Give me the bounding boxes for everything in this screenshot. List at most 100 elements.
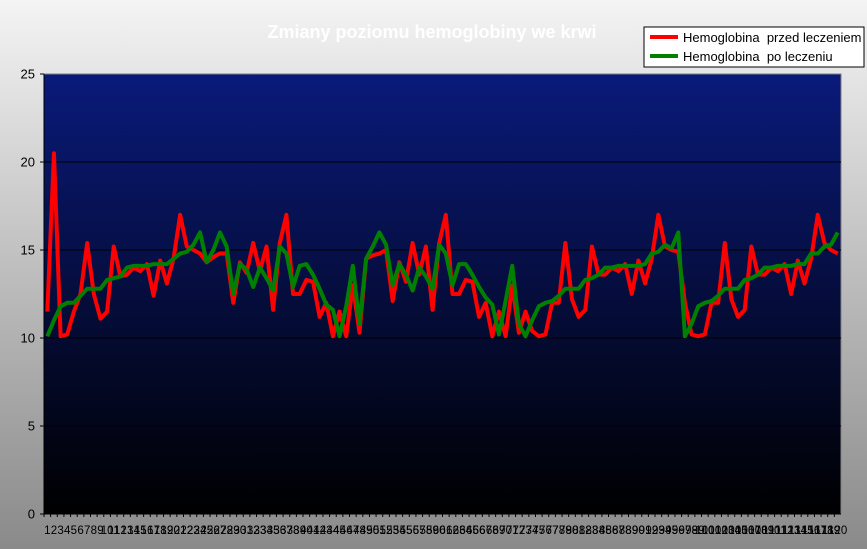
x-tick-label: 68: [486, 525, 499, 537]
legend-box: [643, 26, 865, 68]
x-tick-label: 21: [174, 525, 187, 537]
x-tick-label: 26: [207, 525, 220, 537]
x-tick-label: 103: [715, 525, 734, 537]
x-tick-label: 59: [426, 525, 439, 537]
x-tick-label: 79: [559, 525, 572, 537]
x-tick-label: 4: [64, 525, 71, 537]
y-tick-label: 0: [28, 507, 35, 522]
x-tick-label: 34: [260, 525, 273, 537]
x-tick-label: 109: [755, 525, 774, 537]
x-tick-label: 24: [194, 525, 207, 537]
x-tick-label: 52: [380, 525, 393, 537]
x-tick-label: 56: [406, 525, 419, 537]
x-tick-label: 13: [121, 525, 134, 537]
x-tick-label: 12: [114, 525, 127, 537]
x-tick-label: 92: [645, 525, 658, 537]
x-tick-label: 77: [546, 525, 559, 537]
x-tick-label: 86: [605, 525, 618, 537]
x-tick-label: 120: [828, 525, 847, 537]
x-tick-label: 8: [91, 525, 97, 537]
y-tick-label: 10: [21, 331, 35, 346]
x-tick-label: 116: [802, 525, 820, 537]
y-axis: 0 5 10 15 20 25: [21, 67, 45, 522]
x-tick-label: 76: [539, 525, 552, 537]
x-tick-label: 60: [433, 525, 446, 537]
x-tick-label: 85: [599, 525, 612, 537]
x-tick-label: 48: [353, 525, 366, 537]
x-tick-label: 40: [300, 525, 313, 537]
x-tick-label: 18: [154, 525, 167, 537]
x-tick-label: 6: [77, 525, 83, 537]
x-tick-label: 82: [579, 525, 592, 537]
x-tick-label: 9: [97, 525, 103, 537]
x-tick-label: 95: [665, 525, 678, 537]
x-tick-label: 46: [340, 525, 353, 537]
x-tick-label: 97: [679, 525, 692, 537]
legend-label-before: Hemoglobina przed leczeniem: [683, 30, 861, 45]
x-tick-label: 96: [672, 525, 685, 537]
x-tick-label: 10: [101, 525, 114, 537]
x-tick-label: 37: [280, 525, 293, 537]
x-tick-label: 19: [160, 525, 173, 537]
x-tick-label: 113: [782, 525, 800, 537]
x-tick-label: 114: [789, 525, 808, 537]
x-tick-label: 14: [127, 525, 140, 537]
x-tick-label: 39: [293, 525, 306, 537]
x-tick-label: 64: [459, 525, 472, 537]
x-tick-label: 104: [722, 525, 742, 537]
x-tick-label: 17: [147, 525, 160, 537]
x-tick-label: 88: [619, 525, 632, 537]
chart-title: Zmiany poziomu hemoglobiny we krwi: [267, 22, 596, 42]
x-tick-label: 101: [702, 525, 721, 537]
x-tick-label: 22: [180, 525, 193, 537]
x-tick-label: 5: [71, 525, 77, 537]
series-lines: [45, 151, 840, 339]
x-tick-label: 100: [695, 525, 714, 537]
x-tick-label: 65: [466, 525, 479, 537]
x-tick-label: 16: [141, 525, 154, 537]
x-tick-label: 15: [134, 525, 147, 537]
x-tick-label: 49: [360, 525, 373, 537]
x-tick-label: 63: [453, 525, 466, 537]
x-tick-label: 1: [44, 525, 50, 537]
x-tick-label: 102: [709, 525, 728, 537]
x-tick-label: 54: [393, 525, 406, 537]
x-tick-label: 30: [234, 525, 247, 537]
x-tick-label: 67: [479, 525, 492, 537]
x-tick-label: 70: [499, 525, 512, 537]
x-tick-label: 32: [247, 525, 260, 537]
x-tick-label: 89: [625, 525, 638, 537]
x-tick-label: 71: [506, 525, 519, 537]
x-tick-label: 69: [493, 525, 506, 537]
x-tick-label: 91: [639, 525, 652, 537]
x-tick-label: 80: [566, 525, 579, 537]
legend-label-after: Hemoglobina po leczeniu: [683, 49, 833, 64]
x-tick-label: 108: [748, 525, 767, 537]
x-tick-label: 110: [762, 525, 780, 537]
x-tick-label: 28: [220, 525, 233, 537]
x-tick-label: 118: [815, 525, 833, 537]
x-tick-label: 57: [413, 525, 426, 537]
x-tick-label: 25: [200, 525, 213, 537]
legend: Hemoglobina przed leczeniem Hemoglobina …: [643, 26, 865, 68]
x-tick-label: 27: [214, 525, 227, 537]
x-tick-label: 35: [267, 525, 280, 537]
x-tick-label: 53: [386, 525, 399, 537]
x-tick-label: 38: [287, 525, 300, 537]
x-tick-label: 55: [400, 525, 413, 537]
x-tick-label: 105: [728, 525, 747, 537]
x-tick-label: 72: [512, 525, 525, 537]
x-tick-label: 74: [526, 525, 539, 537]
x-tick-label: 119: [822, 525, 840, 537]
y-tick-label: 15: [21, 243, 35, 258]
x-tick-label: 11: [108, 525, 120, 537]
x-tick-label: 42: [313, 525, 326, 537]
x-tick-label: 51: [373, 525, 386, 537]
x-tick-label: 47: [346, 525, 359, 537]
x-tick-label: 90: [632, 525, 645, 537]
x-tick-label: 93: [652, 525, 665, 537]
x-tick-label: 73: [519, 525, 532, 537]
x-tick-label: 33: [253, 525, 266, 537]
x-tick-label: 87: [612, 525, 625, 537]
